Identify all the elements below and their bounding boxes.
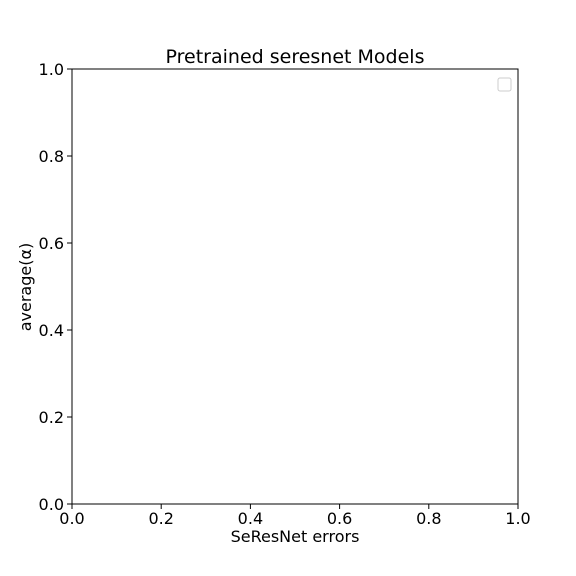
x-tick-label: 0.4 <box>238 509 263 528</box>
x-tick-label: 0.8 <box>416 509 441 528</box>
y-axis-ticks: 0.0 0.2 0.4 0.6 0.8 1.0 <box>39 60 72 514</box>
y-tick-label: 1.0 <box>39 60 64 79</box>
y-tick-label: 0.6 <box>39 234 64 253</box>
x-axis-ticks: 0.0 0.2 0.4 0.6 0.8 1.0 <box>59 504 531 528</box>
y-axis-label: average(α) <box>16 243 35 332</box>
x-axis-label: SeResNet errors <box>231 527 360 546</box>
x-tick-label: 0.6 <box>327 509 352 528</box>
y-tick-label: 0.4 <box>39 321 64 340</box>
y-tick-label: 0.0 <box>39 495 64 514</box>
legend-box <box>497 77 512 92</box>
x-tick-label: 0.0 <box>59 509 84 528</box>
plot-area <box>71 68 519 505</box>
y-tick-label: 0.2 <box>39 408 64 427</box>
y-tick-label: 0.8 <box>39 147 64 166</box>
x-tick-label: 0.2 <box>148 509 173 528</box>
chart-title: Pretrained seresnet Models <box>166 46 425 68</box>
x-tick-label: 1.0 <box>505 509 530 528</box>
